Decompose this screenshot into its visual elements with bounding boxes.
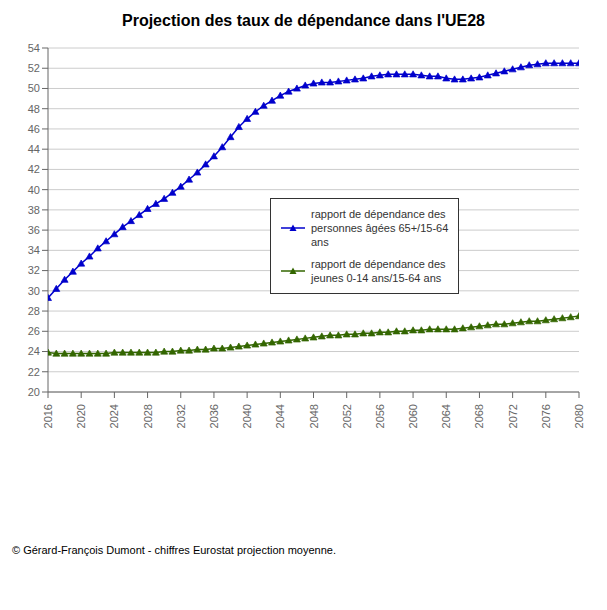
svg-text:2020: 2020	[75, 404, 87, 428]
svg-text:2044: 2044	[274, 404, 286, 428]
svg-text:48: 48	[28, 103, 40, 115]
svg-text:2076: 2076	[540, 404, 552, 428]
svg-text:2048: 2048	[308, 404, 320, 428]
svg-text:2072: 2072	[507, 404, 519, 428]
svg-text:20: 20	[28, 386, 40, 398]
html-text:rapport de dépendance des jeun: rapport de dépendance des jeunes 0-14 an…	[311, 258, 446, 284]
svg-text:2024: 2024	[108, 404, 120, 428]
svg-text:2080: 2080	[573, 404, 585, 428]
svg-text:22: 22	[28, 366, 40, 378]
svg-text:34: 34	[28, 244, 40, 256]
svg-text:2040: 2040	[241, 404, 253, 428]
svg-text:44: 44	[28, 143, 40, 155]
svg-text:2056: 2056	[374, 404, 386, 428]
svg-text:2068: 2068	[473, 404, 485, 428]
svg-text:28: 28	[28, 305, 40, 317]
svg-text:2028: 2028	[142, 404, 154, 428]
svg-text:2036: 2036	[208, 404, 220, 428]
html-text:Projection des taux de dépenda: Projection des taux de dépendance dans l…	[122, 12, 485, 29]
html-text:rapport de dépendance des pers: rapport de dépendance des personnes âgée…	[311, 208, 449, 248]
svg-text:24: 24	[28, 345, 40, 357]
svg-text:36: 36	[28, 224, 40, 236]
svg-text:2032: 2032	[175, 404, 187, 428]
svg-text:2064: 2064	[440, 404, 452, 428]
svg-text:30: 30	[28, 285, 40, 297]
svg-text:46: 46	[28, 123, 40, 135]
svg-text:2052: 2052	[341, 404, 353, 428]
svg-text:32: 32	[28, 264, 40, 276]
svg-text:42: 42	[28, 163, 40, 175]
svg-text:38: 38	[28, 204, 40, 216]
svg-text:54: 54	[28, 42, 40, 54]
html-text:© Gérard-François Dumont - chi: © Gérard-François Dumont - chiffres Euro…	[12, 544, 336, 556]
svg-text:2016: 2016	[42, 404, 54, 428]
svg-text:50: 50	[28, 82, 40, 94]
svg-text:2060: 2060	[407, 404, 419, 428]
svg-text:40: 40	[28, 184, 40, 196]
svg-text:26: 26	[28, 325, 40, 337]
svg-text:52: 52	[28, 62, 40, 74]
